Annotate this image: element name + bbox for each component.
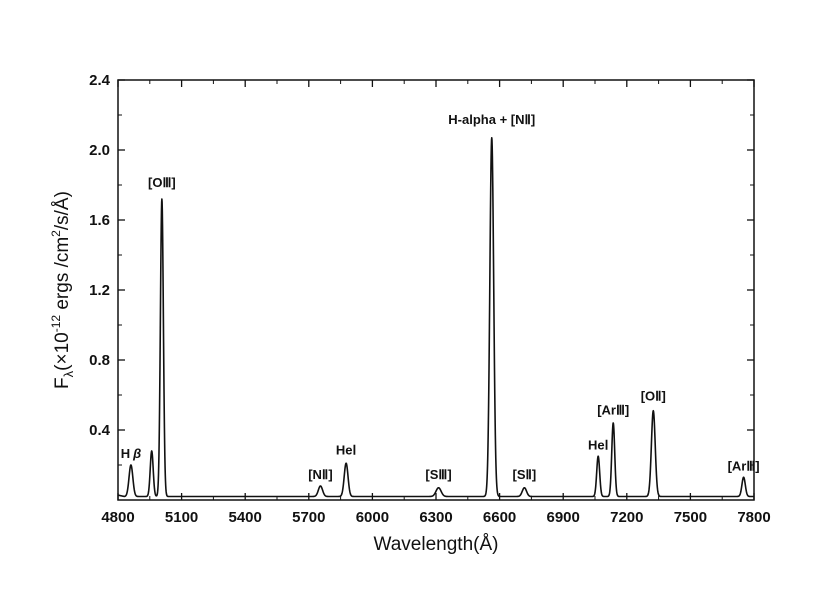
- y-axis-title: Fλ(×10-12 ergs /cm2/s/Å): [49, 191, 76, 389]
- x-axis-title: Wavelength(Å): [374, 534, 499, 555]
- x-tick-label: 5700: [292, 509, 325, 526]
- x-tick-label: 6600: [483, 509, 516, 526]
- x-tick-label: 6900: [547, 509, 580, 526]
- x-tick-label: 5400: [229, 509, 262, 526]
- x-tick-label: 7800: [737, 509, 770, 526]
- line-label: [OⅡ]: [641, 388, 666, 403]
- line-label: HeⅠ: [336, 443, 356, 458]
- line-label: [SⅢ]: [425, 467, 451, 482]
- line-label: HeⅠ: [588, 437, 608, 452]
- y-tick-label: 1.2: [89, 282, 110, 299]
- line-label: [ArⅢ]: [728, 458, 760, 473]
- x-tick-label: 4800: [101, 509, 134, 526]
- axis-ticks: [118, 80, 754, 500]
- y-tick-label: 2.0: [89, 142, 110, 159]
- y-tick-label: 2.4: [89, 72, 111, 89]
- y-tick-label: 0.4: [89, 422, 111, 439]
- x-tick-label: 6300: [419, 509, 452, 526]
- line-label: [ArⅢ]: [597, 402, 629, 417]
- line-label: [NⅡ]: [308, 467, 332, 482]
- x-tick-label: 5100: [165, 509, 198, 526]
- line-label: [OⅢ]: [148, 175, 176, 190]
- y-tick-label: 1.6: [89, 212, 110, 229]
- x-tick-label: 7200: [610, 509, 643, 526]
- line-label: H-alpha + [NⅡ]: [448, 112, 535, 127]
- line-label: [SⅡ]: [513, 467, 537, 482]
- y-tick-label: 0.8: [89, 352, 110, 369]
- x-tick-label: 7500: [674, 509, 707, 526]
- tick-labels: 4800 5100 5400 5700 6000 6300 6600 6900 7200 7500…: [89, 72, 771, 526]
- x-tick-label: 6000: [356, 509, 389, 526]
- plot-frame: [118, 80, 754, 500]
- spectrum-line: [118, 138, 754, 497]
